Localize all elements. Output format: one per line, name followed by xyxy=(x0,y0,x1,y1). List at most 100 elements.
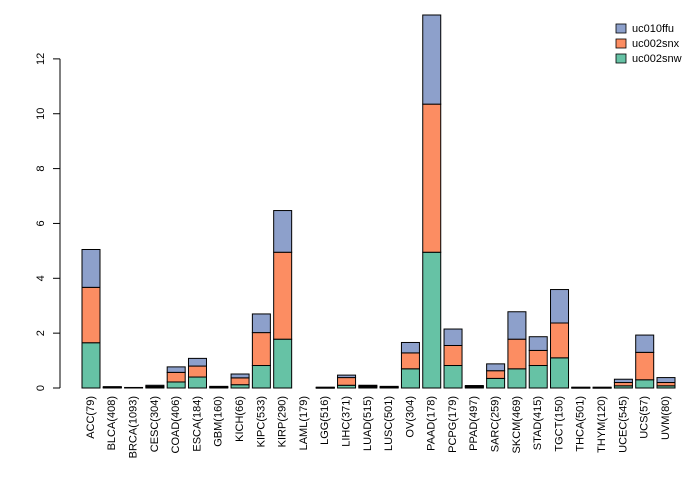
x-tick-label: ACC(79) xyxy=(85,396,97,439)
x-tick-label: BLCA(408) xyxy=(106,396,118,450)
bar-segment-uc002snx xyxy=(187,365,207,378)
legend-label-uc002snx: uc002snx xyxy=(632,38,680,50)
x-tick-label: LGG(516) xyxy=(319,396,331,445)
bar-segment-uc010ffu xyxy=(422,14,442,105)
bar-segment-uc010ffu xyxy=(273,210,293,253)
bar-segment-uc010ffu xyxy=(337,374,357,379)
bar-segment-uc010ffu xyxy=(145,384,165,387)
bar-segment-uc002snw xyxy=(528,365,548,389)
x-tick-label: SARC(259) xyxy=(490,396,502,452)
bar-segment-uc002snx xyxy=(422,103,442,253)
bar-segment-uc002snw xyxy=(507,368,527,389)
bar-stack xyxy=(102,386,122,389)
bar-stack xyxy=(251,313,271,389)
bar-stack xyxy=(379,385,399,389)
x-tick-label: LUSC(501) xyxy=(383,396,395,451)
bar-segment-uc010ffu xyxy=(379,385,399,388)
bar-segment-uc010ffu xyxy=(358,384,378,387)
bar-segment-uc010ffu xyxy=(592,386,612,389)
legend-swatch-uc010ffu xyxy=(615,23,627,34)
bar-segment-uc010ffu xyxy=(315,386,335,389)
bar-stack xyxy=(613,378,633,389)
x-tick-label: LAML(179) xyxy=(298,396,310,450)
x-tick-label: ESCA(184) xyxy=(191,396,203,452)
bar-segment-uc002snw xyxy=(400,368,420,389)
bar-segment-uc010ffu xyxy=(230,373,250,379)
x-tick-label: UCEC(545) xyxy=(617,396,629,453)
bar-stack xyxy=(273,210,293,389)
bar-segment-uc002snw xyxy=(81,342,101,389)
bar-segment-uc002snx xyxy=(486,370,506,379)
bar-segment-uc010ffu xyxy=(251,313,271,334)
x-tick-label: CESC(304) xyxy=(149,396,161,452)
bar-stack xyxy=(571,386,591,389)
legend-label-uc010ffu: uc010ffu xyxy=(632,23,674,35)
y-tick-label: 6 xyxy=(35,220,47,226)
bar-segment-uc002snw xyxy=(166,381,186,389)
bar-segment-uc002snx xyxy=(273,251,293,340)
bar-segment-uc010ffu xyxy=(550,289,570,324)
x-tick-label: PPAD(497) xyxy=(468,396,480,451)
x-tick-label: THYM(120) xyxy=(596,396,608,453)
bar-segment-uc002snx xyxy=(166,371,186,383)
x-tick-label: SKCM(469) xyxy=(511,396,523,453)
bar-segment-uc002snw xyxy=(635,379,655,389)
bar-segment-uc002snx xyxy=(251,332,271,367)
bar-stack xyxy=(124,386,144,389)
bar-segment-uc002snx xyxy=(443,344,463,367)
x-tick-label: KIPC(533) xyxy=(255,396,267,447)
bar-segment-uc010ffu xyxy=(464,385,484,387)
bar-segment-uc010ffu xyxy=(187,357,207,367)
bar-stack xyxy=(550,289,570,389)
x-tick-label: KICH(66) xyxy=(234,396,246,442)
bar-segment-uc002snw xyxy=(273,338,293,389)
bar-segment-uc010ffu xyxy=(124,386,144,389)
legend-swatch-uc002snx xyxy=(615,38,627,49)
x-tick-label: COAD(406) xyxy=(170,396,182,453)
legend-label-uc002snw: uc002snw xyxy=(632,53,682,65)
bar-stack xyxy=(656,377,676,389)
y-tick-label: 2 xyxy=(35,330,47,336)
x-tick-label: THCA(501) xyxy=(575,396,587,452)
y-tick-label: 4 xyxy=(35,275,47,281)
x-tick-label: BRCA(1093) xyxy=(127,396,139,458)
bar-segment-uc002snx xyxy=(635,351,655,381)
bar-segment-uc010ffu xyxy=(102,386,122,388)
bar-segment-uc010ffu xyxy=(656,377,676,384)
bar-segment-uc010ffu xyxy=(400,341,420,354)
bar-stack xyxy=(592,386,612,389)
bar-stacks xyxy=(81,14,676,389)
bar-segment-uc010ffu xyxy=(528,336,548,351)
x-axis: ACC(79) BLCA(408) BRCA(1093) CESC(304) COAD(… xyxy=(85,396,672,458)
x-tick-label: LIHC(371) xyxy=(340,396,352,447)
bar-stack xyxy=(145,384,165,389)
bar-segment-uc010ffu xyxy=(571,386,591,389)
x-tick-label: STAD(415) xyxy=(532,396,544,450)
bar-stack xyxy=(443,328,463,389)
x-tick-label: GBM(160) xyxy=(213,396,225,447)
x-tick-label: PAAD(178) xyxy=(426,396,438,451)
y-tick-label: 10 xyxy=(35,108,47,120)
bar-segment-uc010ffu xyxy=(486,363,506,372)
bar-stack xyxy=(635,334,655,389)
bar-segment-uc010ffu xyxy=(635,334,655,353)
bar-segment-uc002snw xyxy=(550,357,570,389)
x-tick-label: OV(304) xyxy=(404,396,416,438)
bar-segment-uc002snw xyxy=(443,365,463,389)
bar-segment-uc010ffu xyxy=(507,311,527,340)
bar-segment-uc002snx xyxy=(550,322,570,359)
bar-stack xyxy=(315,386,335,389)
bar-segment-uc002snw xyxy=(422,251,442,389)
bar-segment-uc002snx xyxy=(337,377,357,386)
bar-segment-uc010ffu xyxy=(81,248,101,288)
bar-stack xyxy=(166,366,186,389)
x-tick-label: LUAD(515) xyxy=(362,396,374,451)
x-tick-label: KIRP(290) xyxy=(277,396,289,447)
legend-swatch-uc002snw xyxy=(615,53,627,64)
bar-stack xyxy=(230,373,250,389)
bar-stack xyxy=(187,357,207,389)
bar-stack xyxy=(337,374,357,389)
bar-stack xyxy=(81,248,101,389)
bar-segment-uc002snw xyxy=(486,377,506,389)
